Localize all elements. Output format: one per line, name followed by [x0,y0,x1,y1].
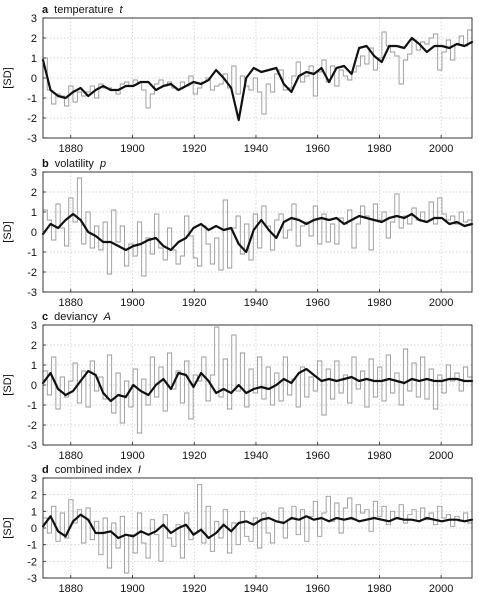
y-tick-label: 2 [31,187,37,199]
x-tick-label: 1920 [182,297,206,309]
panel-title-text: volatility [52,158,97,170]
smoothed-trend-line [41,212,474,254]
x-tick-label: 2000 [429,450,453,462]
annual-values-line [43,326,472,434]
panel-a: a temperature t 3 2 1 0 -1 -2 -3 1880 1900 1920 194… [2,4,474,155]
x-tick-label: 1920 [182,143,206,155]
panel-letter: b [42,158,49,170]
y-tick-label: -1 [27,93,37,105]
x-tick-label: 1880 [59,297,83,309]
annual-values-line [43,484,472,574]
panel-title-symbol: A [103,311,111,323]
panel-d: d combined index I 3 2 1 0 -1 -2 -3 1880 1900 1920… [2,464,474,595]
smoothed-trend-line [41,36,474,122]
annual-values-line [43,29,472,115]
panel-title: b volatility p [42,158,106,170]
y-tick-label: -1 [27,540,37,552]
panel-letter: c [42,311,48,323]
panel-title: d combined index I [42,464,141,476]
panel-title: a temperature t [42,4,124,16]
x-tick-label: 1880 [59,583,83,595]
x-tick-label: 1880 [59,143,83,155]
panel-letter: d [42,464,49,476]
panel-title-text: deviancy [51,311,101,323]
y-tick-label: -2 [27,420,37,432]
x-tick-label: 1940 [244,450,268,462]
x-tick-label: 1900 [120,583,144,595]
y-tick-label: -3 [27,287,37,299]
y-tick-label: 3 [31,320,37,332]
y-tick-label: 2 [31,490,37,502]
y-tick-label: 3 [31,167,37,179]
panel-title-symbol: I [138,464,141,476]
y-tick-label: 0 [31,380,37,392]
y-tick-label: 1 [31,360,37,372]
panel-c: c deviancy A 3 2 1 0 -1 -2 -3 1880 1900 1920 1940 19… [2,311,474,462]
panel-b: b volatility p 3 2 1 0 -1 -2 -3 1880 1900 1920 1940… [2,158,474,309]
x-tick-label: 2000 [429,297,453,309]
x-tick-label: 1960 [305,297,329,309]
x-tick-label: 1920 [182,583,206,595]
y-tick-label: -3 [27,573,37,585]
y-tick-label: 2 [31,340,37,352]
x-tick-label: 1880 [59,450,83,462]
x-tick-label: 2000 [429,583,453,595]
panel-title: c deviancy A [42,311,111,323]
x-tick-label: 1940 [244,297,268,309]
x-tick-label: 1980 [367,143,391,155]
y-tick-label: -1 [27,247,37,259]
y-tick-label: -2 [27,113,37,125]
y-axis-label: [SD] [2,67,14,88]
smoothed-trend-line [41,513,474,540]
y-tick-label: 0 [31,227,37,239]
x-tick-label: 1940 [244,583,268,595]
y-tick-label: 1 [31,53,37,65]
x-tick-label: 2000 [429,143,453,155]
y-tick-label: 1 [31,207,37,219]
y-tick-label: -2 [27,556,37,568]
x-tick-label: 1980 [367,583,391,595]
y-axis-label: [SD] [2,374,14,395]
x-tick-label: 1980 [367,450,391,462]
x-tick-label: 1960 [305,143,329,155]
y-tick-label: -2 [27,267,37,279]
x-tick-label: 1940 [244,143,268,155]
smoothed-trend-line [41,367,474,403]
x-tick-label: 1980 [367,297,391,309]
y-tick-label: -1 [27,400,37,412]
panel-title-symbol: p [99,158,106,170]
annual-values-line [43,177,472,277]
y-axis-label: [SD] [2,221,14,242]
y-tick-label: -3 [27,440,37,452]
x-tick-label: 1900 [120,450,144,462]
panel-title-text: combined index [52,464,135,476]
y-tick-label: 0 [31,73,37,85]
panel-title-symbol: t [120,4,124,16]
y-axis-label: [SD] [2,517,14,538]
x-tick-label: 1900 [120,297,144,309]
y-tick-label: 1 [31,506,37,518]
panel-title-text: temperature [51,4,116,16]
y-tick-label: 2 [31,33,37,45]
x-tick-label: 1960 [305,450,329,462]
y-tick-label: 0 [31,523,37,535]
y-tick-label: -3 [27,133,37,145]
x-tick-label: 1960 [305,583,329,595]
x-tick-label: 1920 [182,450,206,462]
x-tick-label: 1900 [120,143,144,155]
panel-letter: a [42,4,49,16]
y-tick-label: 3 [31,473,37,485]
y-tick-label: 3 [31,13,37,25]
